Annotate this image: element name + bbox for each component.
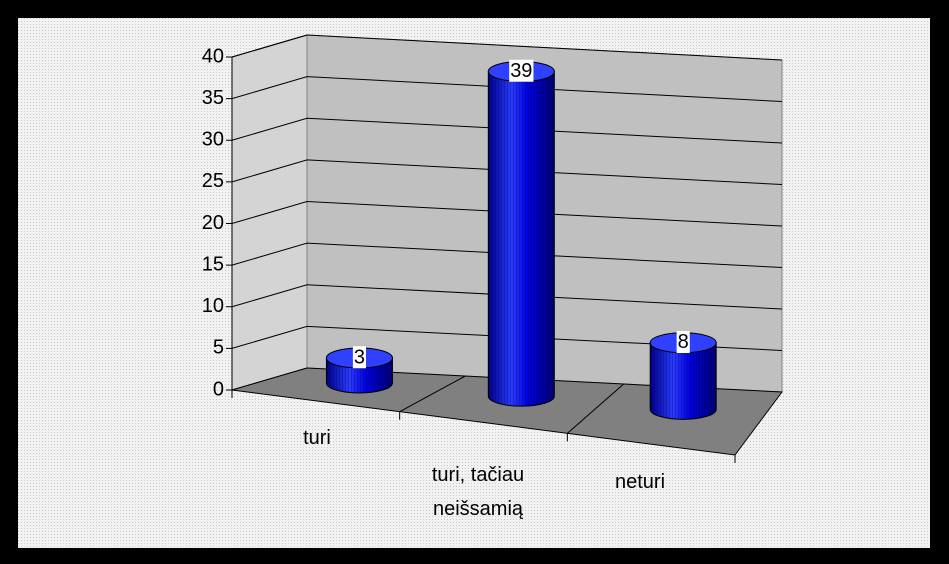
y-tick-label: 20 (202, 212, 224, 234)
value-label: 8 (678, 331, 689, 353)
grid-line (231, 200, 783, 227)
y-tick-label: 35 (202, 87, 224, 109)
x-label-box: turi, tačiau neišsamią (431, 464, 525, 520)
y-tick-label: 5 (213, 337, 224, 359)
bar-stripes (488, 71, 555, 407)
value-label: 39 (510, 60, 532, 82)
y-tick-label: 40 (202, 45, 224, 67)
value-label: 3 (354, 346, 365, 368)
y-tick-label: 25 (202, 170, 224, 192)
x-tick-label: neturi (614, 471, 666, 493)
grid-line (231, 325, 783, 351)
bar (487, 60, 555, 407)
bar-stripes (650, 342, 717, 420)
grid-line (231, 242, 783, 268)
y-tick-label: 0 (213, 378, 224, 400)
y-tick-label: 15 (202, 253, 224, 275)
y-tick-label: 10 (202, 295, 224, 317)
grid-line (231, 159, 783, 185)
value-label-bg (509, 59, 534, 82)
grid-line (231, 34, 783, 61)
x-label-box: neturi (614, 471, 666, 493)
x-tick-label: turi, tačiau neišsamią (431, 464, 525, 520)
floor-divider (567, 383, 624, 434)
y-tick-label: 30 (202, 129, 224, 151)
grid-line (231, 284, 783, 310)
floor-divider (399, 375, 466, 413)
bar (649, 332, 717, 420)
value-label-bg (676, 331, 690, 354)
grid-line (231, 76, 783, 102)
x-tick-label: turi (303, 427, 331, 449)
value-label-bg (352, 346, 367, 369)
x-label-box: turi (303, 427, 331, 449)
grid-line (231, 117, 783, 144)
